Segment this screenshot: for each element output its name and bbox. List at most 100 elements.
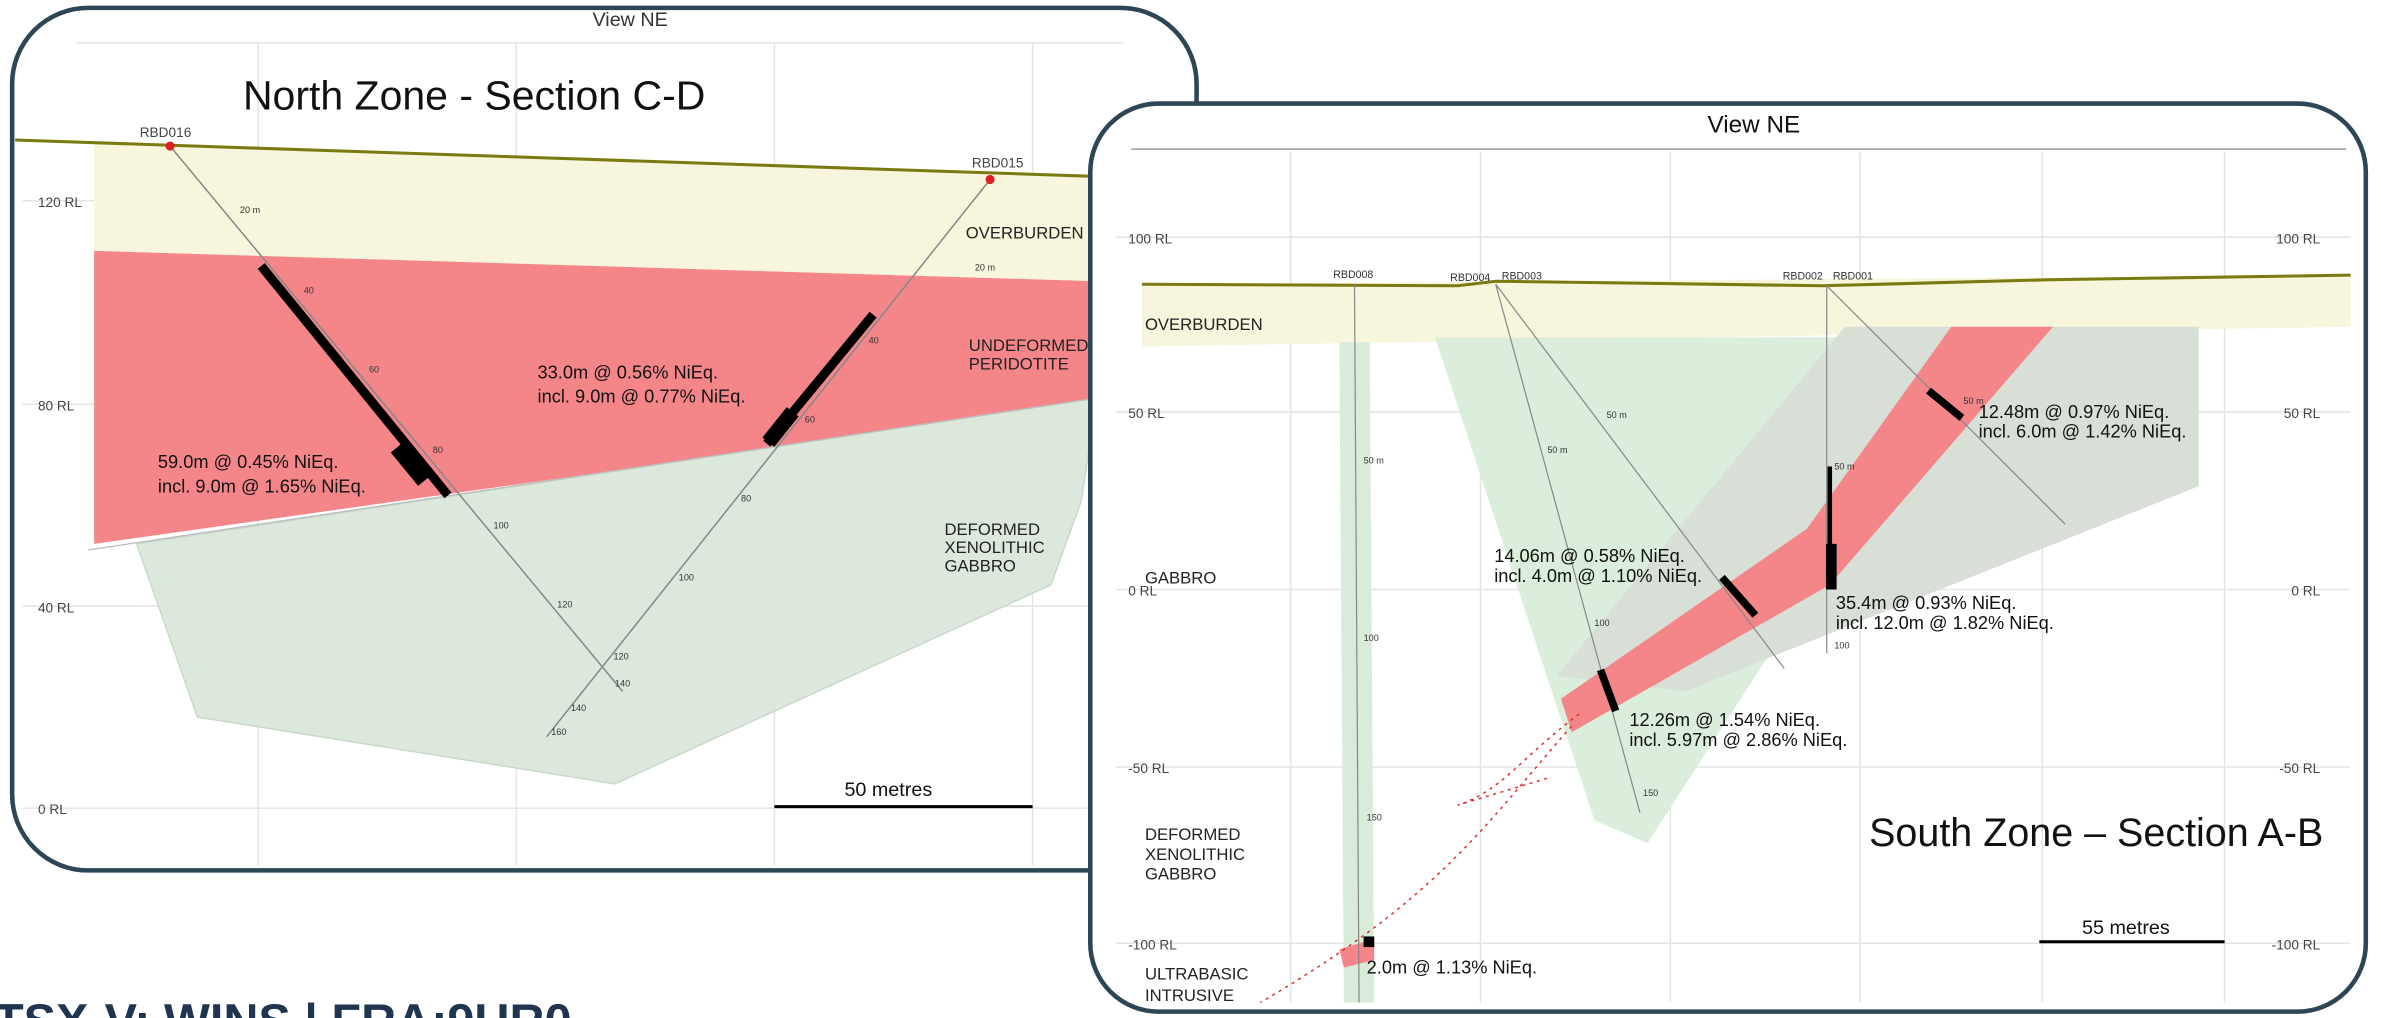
intercept-label: incl. 9.0m @ 1.65% NiEq. (158, 476, 366, 496)
depth: 50 m (1364, 455, 1384, 465)
hole-label: RBD002 (1783, 271, 1823, 283)
hole-label: RBD001 (1833, 271, 1873, 283)
scale-label: 55 metres (2082, 917, 2170, 939)
intercept-incl (390, 440, 433, 486)
drill-hole (1353, 284, 1360, 1003)
depth: 100 (1834, 641, 1849, 651)
drill-hole (169, 145, 624, 692)
rl-label: 100 RL (1128, 231, 1172, 246)
intercept-label: 12.26m @ 1.54% NiEq. (1629, 710, 1820, 730)
right-panel: View NE South Zone – Section A-B RBD008 … (1088, 101, 2369, 1014)
collar (985, 174, 995, 185)
hole-label: RBD004 (1450, 272, 1490, 284)
scale-label: 50 metres (844, 779, 932, 801)
drill-hole (546, 179, 991, 738)
projected-zone (1259, 713, 1580, 1004)
unit-label: ULTRABASIC (1145, 965, 1249, 984)
intercept-label: incl. 4.0m @ 1.10% NiEq. (1494, 566, 1702, 586)
intercept-incl (762, 407, 799, 447)
depth: 60 (369, 364, 379, 374)
depth-labels: 20 m 40 60 80 100 120 140 160 20 m 40 60… (240, 205, 995, 737)
intercept (1596, 668, 1620, 713)
intercept-label: 12.48m @ 0.97% NiEq. (1979, 402, 2170, 422)
unit-label: XENOLITHIC (945, 538, 1045, 557)
surface (1141, 273, 2351, 288)
rl-label: 120 RL (38, 195, 82, 210)
depth: 150 (1643, 788, 1658, 798)
intercept-label: incl. 5.97m @ 2.86% NiEq. (1629, 730, 1847, 750)
depth: 140 (571, 703, 586, 713)
depth: 80 (433, 445, 443, 455)
surface (15, 138, 1097, 178)
unit-label: DEFORMED (945, 520, 1041, 539)
unit-label: XENOLITHIC (1145, 845, 1245, 864)
rl-label: -50 RL (1128, 761, 1169, 776)
contact (87, 397, 1097, 551)
depth: 120 (557, 600, 572, 610)
depth: 100 (1594, 618, 1609, 628)
depth: 40 (304, 285, 314, 295)
hole-label: RBD008 (1333, 269, 1373, 281)
intercept-label: 33.0m @ 0.56% NiEq. (538, 362, 719, 382)
depth: 100 (679, 572, 694, 582)
hole-label: RBD016 (140, 125, 192, 140)
left-panel: View NE North Zone - Section C-D RBD016 … (9, 5, 1199, 873)
rl-label: 50 RL (1128, 406, 1165, 421)
depth: 100 (1364, 633, 1379, 643)
view-label: View NE (1708, 111, 1801, 138)
hole-label: RBD015 (972, 155, 1024, 170)
depth: 120 (613, 651, 628, 661)
depth: 50 m (1834, 462, 1854, 472)
intercept-label: incl. 6.0m @ 1.42% NiEq. (1979, 422, 2187, 442)
rl-label: 40 RL (38, 600, 75, 615)
rl-label: 0 RL (1128, 584, 1157, 599)
rl-label: -100 RL (2272, 937, 2321, 952)
drill-hole (1495, 283, 1785, 669)
depth: 100 (494, 521, 509, 531)
hole-label: RBD003 (1502, 271, 1542, 283)
rl-label: 80 RL (38, 398, 75, 413)
depth: 20 m (240, 205, 260, 215)
unit-label: OVERBURDEN (966, 224, 1084, 243)
intercept (1926, 387, 1965, 421)
rl-label: 100 RL (2276, 231, 2320, 246)
intercept-label: incl. 12.0m @ 1.82% NiEq. (1836, 613, 2054, 633)
panel-title: North Zone - Section C-D (243, 73, 705, 119)
intercept-label: 35.4m @ 0.93% NiEq. (1836, 593, 2017, 613)
overburden (94, 143, 1097, 282)
depth: 140 (615, 679, 630, 689)
unit-label: GABBRO (1145, 865, 1216, 884)
drill-hole (1495, 284, 1641, 813)
intercept (1719, 574, 1759, 618)
depth: 80 (741, 493, 751, 503)
intercept-label: 14.06m @ 0.58% NiEq. (1494, 546, 1685, 566)
rl-label: -50 RL (2279, 761, 2320, 776)
peridotite (94, 250, 1097, 544)
footer: TSX-V: WINS | FRA:9UR0 (0, 994, 572, 1018)
rl-label: -100 RL (1128, 937, 1177, 952)
unit-label: OVERBURDEN (1145, 315, 1263, 334)
intercept-label: 2.0m @ 1.13% NiEq. (1367, 958, 1537, 978)
depth: 40 (869, 335, 879, 345)
depth: 60 (805, 414, 815, 424)
panel-title: South Zone – Section A-B (1869, 811, 2323, 855)
depth: 50 m (1547, 445, 1567, 455)
depth: 20 m (975, 263, 995, 273)
rl-label: 0 RL (2291, 584, 2320, 599)
intercept-label: incl. 9.0m @ 0.77% NiEq. (538, 387, 746, 407)
intercept-label: 59.0m @ 0.45% NiEq. (158, 452, 339, 472)
rl-label: 50 RL (2284, 406, 2321, 421)
unit-label: GABBRO (945, 556, 1016, 575)
view-label: View NE (593, 9, 668, 31)
rl-label: 0 RL (38, 802, 67, 817)
depth: 50 m (1607, 410, 1627, 420)
depth: 50 m (1963, 396, 1983, 406)
unit-label: GABBRO (1145, 568, 1216, 587)
depth: 150 (1367, 812, 1382, 822)
depth: 160 (551, 727, 566, 737)
unit-label: UNDEFORMED (969, 336, 1089, 355)
unit-label: INTRUSIVE (1145, 986, 1234, 1005)
ultrabasic-zone (1561, 326, 2054, 733)
